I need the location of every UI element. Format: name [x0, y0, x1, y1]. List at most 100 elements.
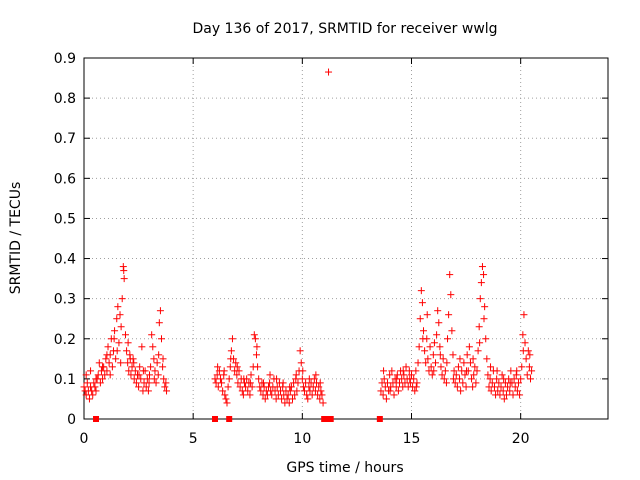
data-point — [315, 383, 323, 391]
data-point — [135, 371, 143, 379]
plot-frame — [83, 57, 609, 420]
data-point — [428, 371, 436, 379]
data-point — [244, 387, 252, 395]
data-point — [459, 379, 467, 387]
data-point — [163, 387, 171, 395]
y-tick-label: 0.3 — [54, 292, 76, 308]
data-point — [514, 379, 522, 387]
data-point — [248, 383, 256, 391]
data-point — [222, 395, 230, 403]
data-point — [285, 399, 293, 407]
data-point — [233, 363, 241, 371]
data-point — [145, 379, 153, 387]
data-point — [432, 359, 440, 367]
data-point — [144, 387, 152, 395]
data-point — [493, 367, 501, 375]
data-point — [522, 355, 530, 363]
data-point — [226, 363, 234, 371]
data-point — [153, 359, 161, 367]
data-point — [490, 383, 498, 391]
data-point — [521, 339, 529, 347]
data-point — [498, 371, 506, 379]
data-point — [105, 359, 113, 367]
data-point — [126, 355, 134, 363]
data-point — [480, 271, 488, 279]
data-point — [94, 371, 102, 379]
data-point — [472, 379, 480, 387]
data-point — [159, 355, 167, 363]
data-point — [120, 267, 128, 275]
data-point — [224, 383, 232, 391]
data-point — [480, 315, 488, 323]
data-point — [528, 367, 536, 375]
data-point — [83, 379, 91, 387]
data-point — [112, 355, 120, 363]
data-point — [412, 383, 420, 391]
data-point — [426, 343, 434, 351]
data-point — [520, 311, 528, 319]
data-point — [440, 375, 448, 383]
data-point — [261, 395, 269, 403]
data-point — [380, 375, 388, 383]
data-point — [150, 355, 158, 363]
data-point — [405, 367, 413, 375]
data-point — [266, 371, 274, 379]
data-point — [234, 379, 242, 387]
data-point — [273, 375, 281, 383]
x-axis-label: GPS time / hours — [286, 460, 403, 476]
data-point — [439, 355, 447, 363]
data-point — [96, 379, 104, 387]
data-point — [462, 383, 470, 391]
data-point — [465, 343, 473, 351]
data-point — [510, 375, 518, 383]
data-point — [504, 383, 512, 391]
x-tick-label: 15 — [403, 431, 421, 447]
data-point — [437, 363, 445, 371]
data-point — [519, 347, 527, 355]
data-point — [461, 371, 469, 379]
data-point — [506, 387, 514, 395]
data-point — [106, 371, 114, 379]
data-point — [117, 323, 125, 331]
data-point — [162, 379, 170, 387]
data-point — [456, 375, 464, 383]
data-point — [406, 379, 414, 387]
data-point — [386, 371, 394, 379]
data-point — [284, 391, 292, 399]
data-point — [137, 375, 145, 383]
data-point — [390, 391, 398, 399]
data-point — [463, 351, 471, 359]
data-point — [214, 363, 222, 371]
data-point — [152, 379, 160, 387]
data-point — [146, 371, 153, 379]
data-point — [406, 375, 414, 383]
data-point — [394, 387, 402, 395]
data-point — [418, 299, 426, 307]
data-point — [421, 347, 429, 355]
x-tick-label: 20 — [512, 431, 530, 447]
data-point — [422, 359, 430, 367]
data-point — [523, 371, 531, 379]
data-point — [393, 371, 401, 379]
data-point — [161, 383, 169, 391]
data-point — [221, 391, 229, 399]
zero-point — [376, 416, 383, 422]
data-point — [91, 383, 99, 391]
data-point — [254, 363, 262, 371]
data-point — [279, 379, 287, 387]
zero-point — [212, 416, 218, 422]
data-point — [379, 391, 387, 399]
data-point — [92, 375, 100, 383]
data-point — [419, 335, 427, 343]
y-tick-labels: 0 0.1 0.2 0.3 0.4 0.5 0.6 0.7 0.8 0.9 — [54, 51, 76, 428]
data-point — [99, 363, 107, 371]
data-point — [502, 391, 510, 399]
data-point — [154, 371, 162, 379]
data-point — [451, 379, 459, 387]
data-point — [130, 375, 138, 383]
data-point — [430, 367, 438, 375]
data-point — [286, 383, 294, 391]
data-point — [87, 367, 95, 375]
data-point — [318, 391, 326, 399]
